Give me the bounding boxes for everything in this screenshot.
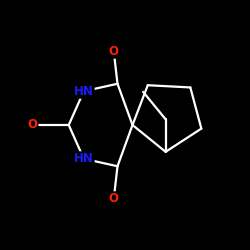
Text: O: O xyxy=(109,45,119,58)
Text: O: O xyxy=(109,192,119,205)
Text: O: O xyxy=(28,118,38,132)
Text: HN: HN xyxy=(74,152,94,165)
Text: HN: HN xyxy=(74,85,94,98)
